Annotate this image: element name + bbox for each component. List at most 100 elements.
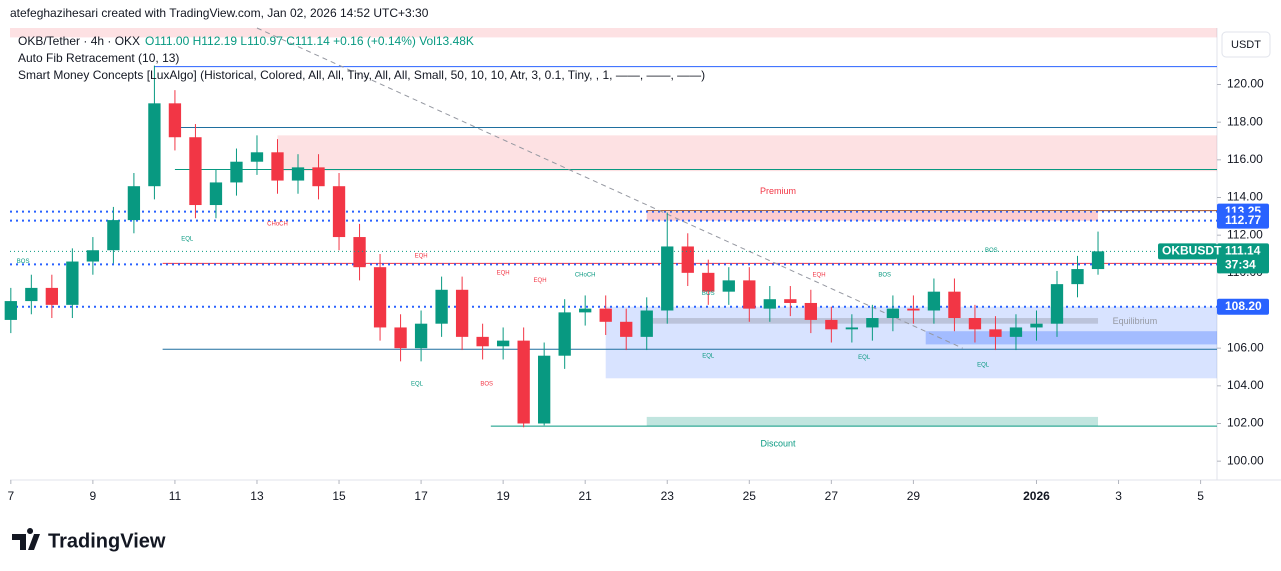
candle-body [107, 220, 120, 251]
candle-body [189, 137, 202, 206]
price-label: 108.20 [1225, 299, 1262, 313]
y-tick-label: 114.00 [1227, 190, 1263, 204]
y-tick-label: 100.00 [1227, 453, 1264, 467]
candle-body [599, 308, 612, 322]
annotation: BOS [702, 291, 715, 297]
candle-body [45, 287, 59, 305]
annotation: CHoCH [575, 272, 596, 278]
candle-body [250, 152, 264, 162]
candle-body [558, 312, 571, 356]
last-price: 111.14 [1225, 244, 1261, 258]
candle-body [414, 323, 428, 349]
candle-body [1071, 269, 1084, 285]
x-tick-label: 23 [661, 489, 675, 503]
plot-area: Premium Discount Equilibrium BOS EQL CHoCH EQH… [4, 27, 1217, 449]
candle-body [784, 299, 797, 303]
annotation: Premium [760, 186, 796, 196]
candle-body [312, 167, 325, 187]
candle-body [476, 336, 489, 347]
attribution: atefeghazihesari created with TradingVie… [10, 6, 429, 20]
candle-body [1050, 284, 1064, 324]
x-tick-label: 15 [332, 489, 346, 503]
candle-body [1009, 327, 1023, 337]
trendline [256, 27, 963, 349]
x-tick-label: 19 [496, 489, 510, 503]
candle-body [394, 327, 407, 349]
candle-body [722, 280, 735, 292]
candle-body [168, 103, 182, 138]
x-tick-label: 25 [743, 489, 757, 503]
annotation: EQH [415, 253, 428, 259]
candle-body [1030, 323, 1043, 328]
candle-body [907, 308, 920, 311]
annotation: EQL [977, 363, 990, 369]
candle-body [517, 340, 530, 424]
y-tick-label: 102.00 [1227, 416, 1264, 430]
zone [646, 211, 1099, 221]
x-tick-label: 21 [579, 489, 593, 503]
x-tick-label: 5 [1197, 489, 1204, 503]
y-tick-label: 116.00 [1227, 152, 1263, 166]
y-tick-label: 120.00 [1227, 77, 1264, 91]
candle-body [886, 308, 900, 319]
symbol-tag: OKBUSDT [1162, 244, 1222, 258]
annotation: Equilibrium [1113, 316, 1158, 326]
ohlc-legend: O111.00 H112.19 L110.97 C111.14 +0.16 (+… [145, 34, 474, 48]
candle-body [866, 318, 879, 328]
candle-body [86, 250, 100, 262]
candle-body [681, 246, 694, 273]
annotation: Discount [761, 439, 797, 449]
candle-body [66, 261, 79, 305]
x-tick-label: 17 [414, 489, 428, 503]
candle-body [845, 327, 859, 330]
x-tick-label: 27 [825, 489, 839, 503]
candle-body [4, 301, 17, 320]
annotation: EQH [534, 278, 547, 284]
candle-body [927, 291, 941, 311]
x-tick-label: 9 [90, 489, 97, 503]
candle-body [661, 246, 674, 311]
y-tick-label: 104.00 [1227, 378, 1264, 392]
annotation: EQL [858, 355, 871, 361]
candle-body [948, 291, 961, 319]
currency[interactable]: USDT [1231, 39, 1261, 51]
symbol-tag-bg [1158, 243, 1217, 260]
indicator: Auto Fib Retracement (10, 13) [18, 51, 179, 65]
candle-body [763, 299, 776, 309]
annotation: EQH [497, 270, 510, 276]
y-tick-label: 112.00 [1227, 227, 1263, 241]
annotation: BOS [878, 272, 891, 278]
price-label: 112.77 [1225, 213, 1261, 227]
candle-body [291, 167, 305, 181]
zone [646, 416, 1099, 427]
symbol: OKB/Tether · 4h · OKX [18, 34, 140, 48]
x-tick-label: 2026 [1023, 489, 1050, 503]
candle-body [989, 329, 1002, 337]
candle-body [148, 103, 161, 187]
candle-body [702, 272, 715, 292]
annotation: EQH [813, 272, 826, 278]
candle-body [1091, 251, 1105, 270]
countdown: 37:34 [1225, 258, 1256, 272]
candle-body [640, 310, 653, 337]
price-label-bg [1217, 298, 1269, 315]
candle-body [496, 340, 510, 347]
candle-body [230, 161, 243, 183]
candle-body [25, 287, 38, 302]
currency-button[interactable] [1221, 31, 1271, 58]
annotation: BOS [985, 248, 998, 254]
zone [605, 306, 1217, 379]
candle-body [538, 355, 551, 424]
x-tick-label: 29 [907, 489, 921, 503]
annotation: EQL [411, 382, 424, 388]
annotation: EQL [702, 353, 715, 359]
annotation: BOS [17, 259, 30, 265]
candle-body [127, 186, 141, 221]
candle-body [743, 280, 756, 309]
y-tick-label: 118.00 [1227, 114, 1263, 128]
annotation: CHoCH [267, 221, 288, 227]
annotation: BOS [480, 382, 493, 388]
x-tick-label: 11 [169, 489, 182, 503]
